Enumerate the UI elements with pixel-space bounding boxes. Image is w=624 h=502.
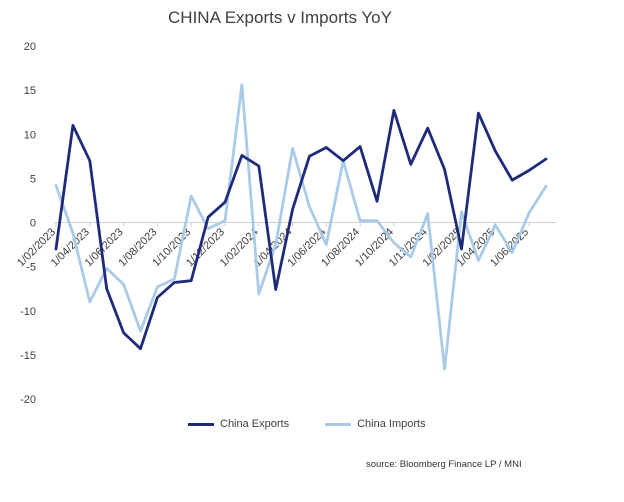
legend-item-imports: China Imports <box>325 418 426 430</box>
source-note: source: Bloomberg Finance LP / MNI <box>366 459 522 470</box>
series-lines <box>54 83 548 371</box>
legend-swatch-exports <box>188 422 214 426</box>
y-tick-label: -5 <box>26 262 36 274</box>
chart-title: CHINA Exports v Imports YoY <box>168 8 392 27</box>
y-axis: 20 15 10 5 0 -5 -10 -15 -20 <box>20 41 36 406</box>
legend: China Exports China Imports <box>188 418 426 430</box>
y-tick-label: 5 <box>30 173 36 185</box>
series-line-china-exports <box>54 109 548 351</box>
y-tick-label: -10 <box>20 306 36 318</box>
y-tick-label: 15 <box>24 85 36 97</box>
series-line-china-imports <box>54 83 548 371</box>
y-tick-label: 20 <box>24 41 36 53</box>
y-tick-label: 10 <box>24 129 36 141</box>
legend-item-exports: China Exports <box>188 418 289 430</box>
legend-swatch-imports <box>325 422 352 426</box>
y-tick-label: -15 <box>20 350 36 362</box>
legend-label-imports: China Imports <box>357 418 426 430</box>
y-tick-label: 0 <box>30 218 36 230</box>
legend-label-exports: China Exports <box>220 418 290 430</box>
y-tick-label: -20 <box>20 394 36 406</box>
